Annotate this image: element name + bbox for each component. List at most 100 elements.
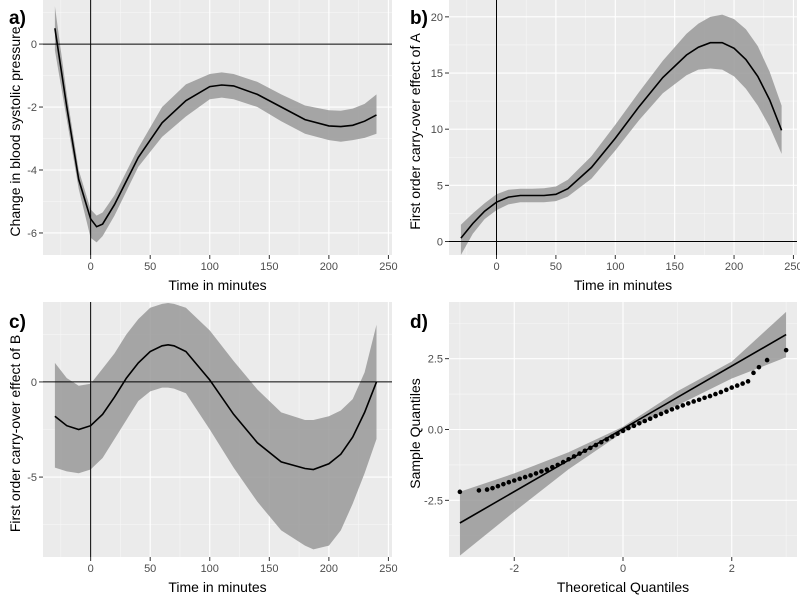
data-point	[751, 370, 756, 376]
data-point	[517, 476, 522, 482]
data-point	[598, 439, 604, 445]
panel-c: 0 50 100 150 200 250 0 -5 Time in minutes First o…	[7, 302, 398, 595]
panel-label: b)	[410, 8, 428, 29]
x-axis-title: Time in minutes	[574, 277, 672, 293]
data-point	[495, 483, 501, 489]
data-point	[783, 347, 789, 353]
data-point	[555, 462, 561, 468]
data-point	[560, 459, 566, 465]
data-point	[631, 423, 637, 429]
data-point	[506, 479, 512, 485]
data-point	[533, 471, 539, 476]
data-point	[615, 431, 620, 437]
panel-label: a)	[9, 8, 26, 29]
data-point	[734, 383, 740, 388]
x-tick-label: 150	[260, 261, 278, 273]
data-point	[484, 487, 490, 492]
y-axis-title: Sample Quantiles	[407, 378, 423, 489]
panel-d: -2 0 2 2.5 0.0 -2.5 Theoretical Quantiles Sampl…	[407, 302, 797, 595]
data-point	[745, 379, 751, 384]
y-tick-label: 0	[31, 39, 37, 51]
x-tick-label: 0	[88, 261, 94, 273]
data-point	[604, 437, 609, 442]
data-point	[476, 488, 482, 493]
y-axis-title: First order carry-over effect of A	[407, 33, 423, 230]
data-point	[528, 473, 533, 478]
data-point	[511, 478, 517, 483]
data-point	[669, 407, 675, 412]
data-point	[522, 474, 528, 480]
data-point	[764, 357, 770, 363]
x-tick-label: -2	[509, 563, 519, 575]
data-point	[664, 409, 669, 414]
x-tick-label: 50	[144, 563, 156, 575]
x-tick-label: 2	[729, 563, 735, 575]
x-tick-label: 100	[201, 563, 219, 575]
x-tick-label: 0	[493, 261, 499, 273]
x-tick-label: 0	[620, 563, 626, 575]
data-point	[609, 434, 615, 439]
data-point	[490, 485, 495, 491]
data-point	[718, 389, 724, 395]
y-tick-label: 10	[431, 124, 443, 136]
data-point	[457, 489, 463, 495]
series-line	[54, 28, 377, 228]
y-tick-label: 0	[437, 237, 443, 249]
panel-label: c)	[9, 312, 26, 333]
data-point	[685, 401, 691, 406]
data-point	[588, 445, 593, 451]
data-point	[729, 385, 735, 390]
data-point	[707, 393, 713, 399]
y-tick-label: -4	[27, 165, 37, 177]
x-tick-label: 0	[88, 563, 94, 575]
x-tick-label: 100	[201, 261, 219, 273]
x-axis-title: Time in minutes	[168, 579, 266, 595]
confidence-band	[54, 303, 377, 550]
data-point	[713, 391, 718, 397]
series-line	[460, 41, 783, 239]
panel-a: 0 50 100 150 200 250 0 -2 -4 -6 Time in minutes Cha…	[7, 0, 398, 293]
y-tick-label: 0	[31, 377, 37, 389]
x-tick-label: 200	[320, 563, 338, 575]
data-point	[577, 451, 582, 456]
y-tick-label: -5	[27, 472, 37, 484]
data-point	[691, 399, 696, 404]
y-tick-label: -6	[27, 228, 37, 240]
x-tick-label: 250	[379, 563, 397, 575]
x-tick-label: 150	[260, 563, 278, 575]
data-point	[702, 395, 707, 401]
series-line	[54, 343, 378, 471]
data-point	[593, 442, 599, 448]
data-point	[680, 403, 686, 408]
x-tick-label: 150	[665, 261, 683, 273]
y-axis-title: Change in blood systolic pressure	[7, 26, 23, 236]
data-point	[501, 481, 506, 487]
y-tick-label: 15	[431, 68, 443, 80]
y-tick-label: 2.5	[428, 354, 443, 366]
data-point	[756, 364, 762, 370]
x-tick-label: 250	[379, 261, 397, 273]
data-point	[539, 469, 544, 474]
data-point	[637, 420, 642, 426]
data-point	[653, 413, 658, 419]
data-point	[582, 448, 588, 454]
data-point	[544, 467, 550, 473]
data-point	[724, 387, 729, 393]
data-point	[571, 454, 577, 459]
x-axis-title: Time in minutes	[168, 277, 266, 293]
y-axis-title: First order carry-over effect of B	[7, 335, 23, 532]
data-point	[740, 381, 745, 386]
y-tick-label: 5	[437, 180, 443, 192]
confidence-band	[54, 6, 377, 243]
y-tick-label: -2.5	[424, 495, 443, 507]
x-axis-title: Theoretical Quantiles	[557, 579, 689, 595]
data-point	[566, 456, 571, 462]
y-tick-label: 0.0	[428, 425, 443, 437]
panel-b: 0 50 100 150 200 250 0 5 10 15 20 Time in minutes Fi…	[407, 0, 800, 293]
data-point	[658, 411, 664, 417]
data-point	[626, 425, 631, 431]
panel-label: d)	[410, 312, 428, 333]
x-tick-label: 200	[320, 261, 338, 273]
x-tick-label: 200	[725, 261, 743, 273]
